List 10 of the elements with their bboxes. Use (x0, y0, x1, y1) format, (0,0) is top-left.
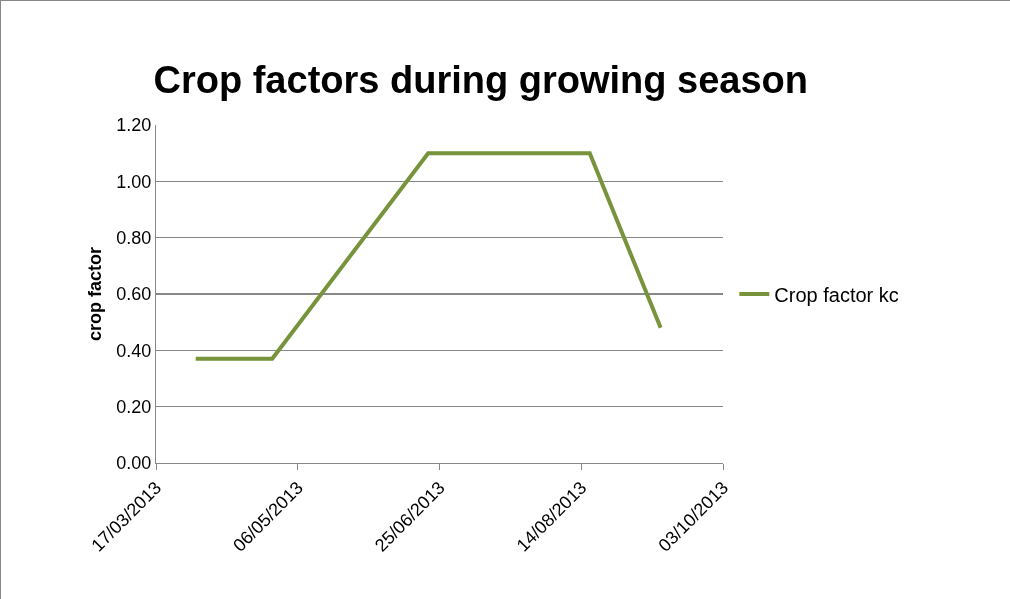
legend-label: Crop factor kc (774, 283, 899, 306)
y-tick-label: 1.00 (116, 171, 152, 192)
y-tick-label: 0.00 (116, 453, 152, 474)
y-tick-label: 0.40 (116, 340, 152, 361)
chart-title: Crop factors during growing season (153, 59, 808, 102)
y-tick-label: 0.80 (116, 227, 152, 248)
y-tick-label: 0.60 (116, 284, 152, 305)
y-tick-label: 1.20 (116, 115, 152, 136)
y-tick-label: 0.20 (116, 396, 152, 417)
y-axis-title: crop factor (84, 246, 105, 342)
